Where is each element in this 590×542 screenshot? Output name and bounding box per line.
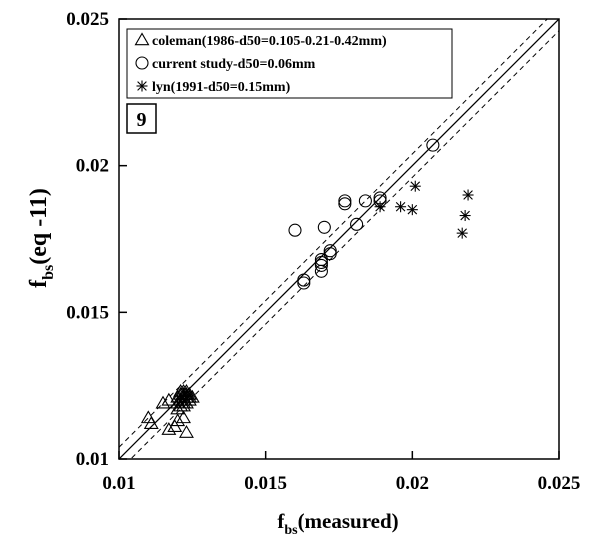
data-point-asterisk <box>456 227 468 239</box>
series-asterisk <box>374 180 474 239</box>
data-point-circle <box>350 217 364 231</box>
x-axis-title: fbs(measured) <box>277 509 398 538</box>
y-tick-label: 0.01 <box>76 449 109 470</box>
data-point-asterisk <box>409 180 421 192</box>
x-tick-label: 0.02 <box>396 473 429 494</box>
data-point-circle <box>323 247 337 261</box>
data-point-triangle <box>184 389 200 403</box>
data-point-asterisk <box>406 204 418 216</box>
legend-marker-asterisk <box>136 80 148 92</box>
data-point-circle <box>314 255 328 270</box>
legend-label-current-study: current study-d50=0.06mm <box>152 57 316 72</box>
data-point-circle <box>297 273 311 287</box>
panel-label: 9 <box>126 103 157 134</box>
plot-area-frame <box>118 18 560 460</box>
reference-line-dashed-1 <box>119 19 548 448</box>
data-point-circle <box>358 194 372 208</box>
y-axis-ticks: 0.01 0.015 0.02 0.025 <box>66 9 127 470</box>
data-point-triangle <box>179 425 194 438</box>
legend-box <box>126 28 453 99</box>
data-point-circle <box>338 197 352 211</box>
series-triangle <box>140 383 200 438</box>
y-axis-title: fbs(eq -11) <box>26 188 57 288</box>
legend-label-coleman: coleman(1986-d50=0.105-0.21-0.42mm) <box>152 34 387 49</box>
x-axis-title-subscript: bs <box>284 523 298 538</box>
data-point-asterisk <box>462 189 474 201</box>
data-point-circle <box>426 138 440 152</box>
data-point-circle <box>288 223 302 237</box>
y-tick-label: 0.015 <box>66 302 109 323</box>
y-axis-title-main: f <box>26 279 52 288</box>
x-axis-title-main: f <box>277 509 285 533</box>
y-axis-title-rest: (eq -11) <box>26 188 52 265</box>
data-point-circle <box>323 244 337 258</box>
x-tick-label: 0.025 <box>538 473 581 494</box>
y-tick-label: 0.02 <box>76 156 109 177</box>
legend-marker-circle <box>135 56 149 70</box>
data-point-triangle <box>155 395 171 409</box>
data-point-triangle <box>170 413 186 427</box>
y-axis-title-subscript: bs <box>40 265 57 280</box>
data-point-circle <box>297 276 311 290</box>
legend: coleman(1986-d50=0.105-0.21-0.42mm) curr… <box>126 28 453 99</box>
data-point-triangle <box>143 416 159 430</box>
x-axis-ticks: 0.01 0.015 0.02 0.025 <box>102 451 580 494</box>
data-point-triangle <box>181 386 197 400</box>
x-axis-title-rest: (measured) <box>298 509 399 533</box>
legend-label-lyn: lyn(1991-d50=0.15mm) <box>152 80 291 95</box>
data-point-circle <box>317 220 331 234</box>
data-point-asterisk <box>374 201 386 213</box>
panel-label-text: 9 <box>137 109 147 131</box>
data-point-triangle <box>161 422 177 435</box>
data-points <box>140 138 474 438</box>
reference-line-solid-0 <box>119 19 559 459</box>
data-point-circle <box>338 194 352 208</box>
data-point-asterisk <box>395 201 407 213</box>
data-point-asterisk <box>459 210 471 222</box>
data-point-triangle <box>176 410 191 424</box>
legend-marker-triangle <box>134 32 150 46</box>
x-tick-label: 0.01 <box>102 473 135 494</box>
x-tick-label: 0.015 <box>244 473 287 494</box>
data-point-circle <box>314 258 328 272</box>
legend-markers <box>134 32 150 92</box>
y-tick-label: 0.025 <box>66 9 109 30</box>
panel-label-box <box>126 103 157 134</box>
